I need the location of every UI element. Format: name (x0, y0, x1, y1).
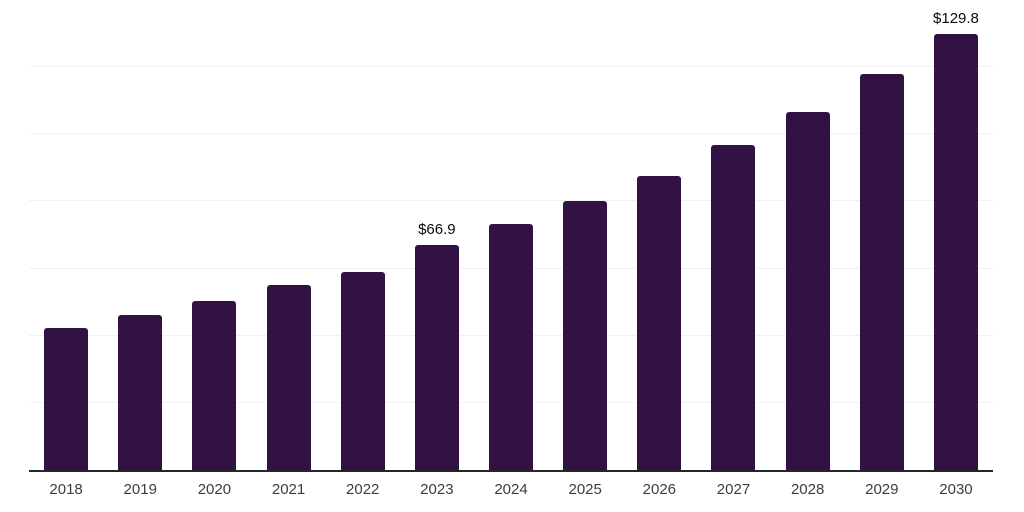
x-axis-label-2018: 2018 (49, 481, 83, 498)
x-axis-label-2019: 2019 (123, 481, 157, 498)
bar-slot-2022 (326, 0, 400, 470)
bar-slot-2029 (845, 0, 919, 470)
bar-slot-2025 (548, 0, 622, 470)
gridline (29, 133, 993, 135)
x-axis-label-2027: 2027 (716, 481, 751, 498)
bar-slot-2027 (696, 0, 770, 470)
bar-2028 (785, 112, 830, 470)
x-axis-label-2025: 2025 (568, 481, 602, 498)
x-axis-label-2020: 2020 (197, 481, 232, 498)
gridline (29, 200, 993, 202)
x-axis-label-2029: 2029 (865, 481, 899, 498)
bar-slot-2019 (103, 0, 177, 470)
bar-slot-2023: $66.9 (400, 0, 474, 470)
bar-2025 (563, 201, 608, 470)
bar-2019 (118, 315, 163, 470)
x-axis-label-2022: 2022 (346, 481, 380, 498)
x-axis-label-2028: 2028 (790, 481, 825, 498)
bar-2029 (859, 74, 904, 470)
bars-container: $66.9 $129.8 (29, 0, 993, 470)
x-axis-label-2030: 2030 (939, 481, 973, 498)
bar-slot-2028 (771, 0, 845, 470)
bar-value-label-2023: $66.9 (418, 221, 456, 238)
bar-value-label-2030: $129.8 (933, 10, 979, 27)
bar-2022 (340, 272, 385, 470)
x-axis: 2018 2019 2020 2021 2022 2023 2024 2025 2026 2027… (29, 478, 993, 502)
bar-slot-2020 (177, 0, 251, 470)
bar-2030 (933, 34, 978, 470)
x-axis-label-2024: 2024 (494, 481, 528, 498)
bar-slot-2024 (474, 0, 548, 470)
bar-2018 (44, 328, 89, 470)
bar-2023 (414, 245, 459, 470)
bar-slot-2030: $129.8 (919, 0, 993, 470)
bar-2026 (637, 176, 682, 470)
gridline (29, 66, 993, 68)
bar-slot-2021 (251, 0, 325, 470)
plot-area: $66.9 $129.8 (29, 0, 993, 472)
bar-2021 (266, 285, 311, 470)
x-axis-label-2021: 2021 (271, 481, 306, 498)
bar-slot-2026 (622, 0, 696, 470)
bar-slot-2018 (29, 0, 103, 470)
bar-2020 (192, 301, 237, 470)
bar-2024 (489, 224, 534, 470)
x-axis-label-2026: 2026 (642, 481, 677, 498)
x-axis-label-2023: 2023 (420, 481, 454, 498)
bar-2027 (711, 145, 756, 470)
